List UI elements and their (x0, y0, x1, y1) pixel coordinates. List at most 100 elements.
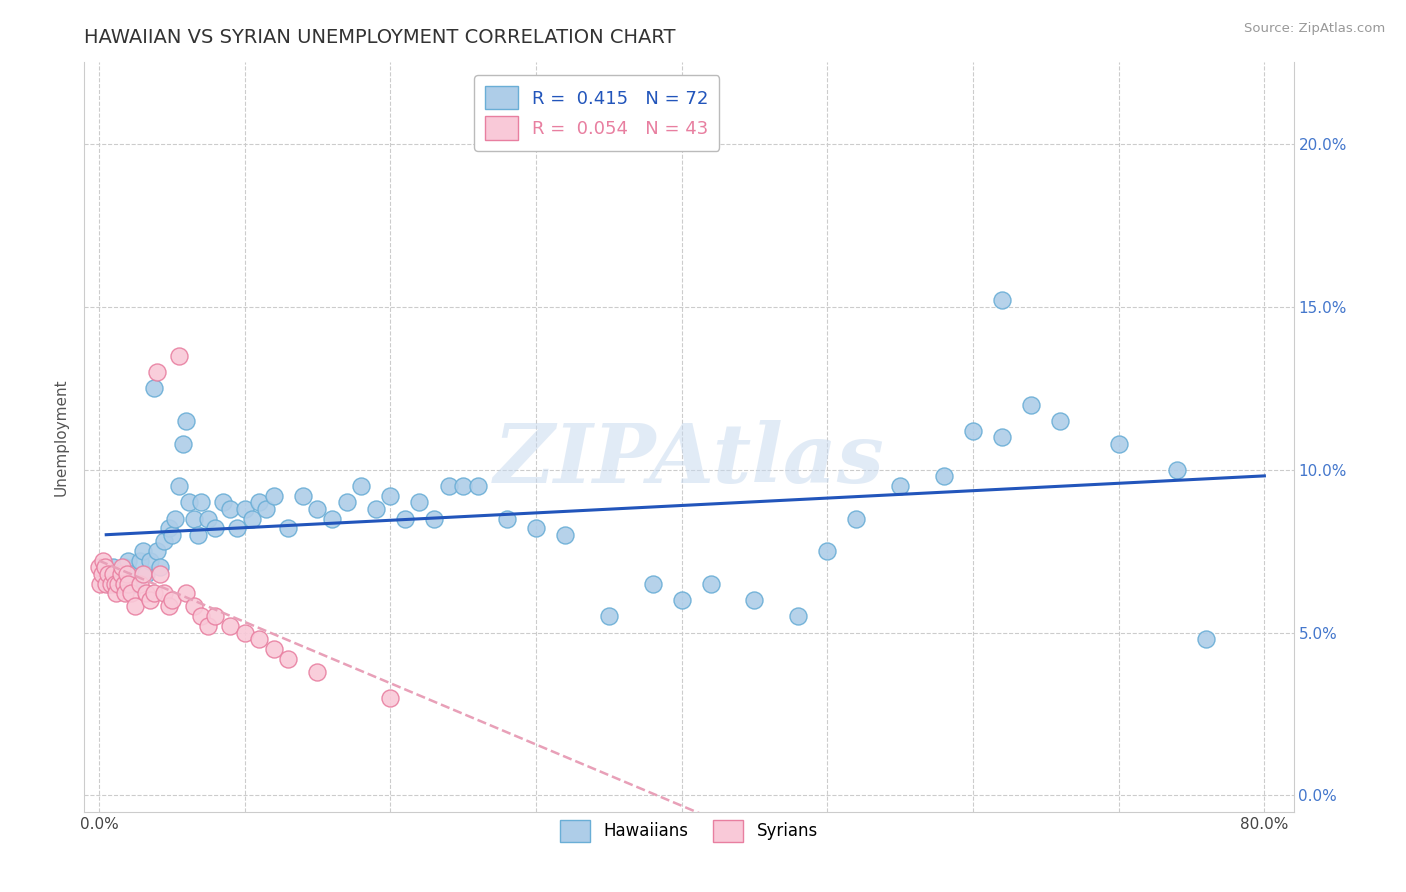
Point (380, 690, 402, 705)
Point (263, 489, 285, 503)
Point (408, 495, 430, 509)
Point (962, 424, 984, 438)
Point (1195, 632, 1218, 646)
Text: Source: ZipAtlas.com: Source: ZipAtlas.com (1244, 22, 1385, 36)
Point (157, 521, 180, 535)
Point (336, 495, 359, 509)
Point (176, 586, 198, 600)
Point (233, 625, 256, 640)
Point (120, 586, 142, 600)
Point (163, 511, 186, 525)
Point (256, 501, 278, 516)
Point (524, 521, 547, 535)
Point (321, 511, 343, 525)
Point (247, 495, 270, 509)
Point (394, 511, 416, 525)
Point (700, 576, 723, 591)
Point (139, 593, 162, 607)
Point (187, 528, 209, 542)
Point (179, 495, 201, 509)
Point (110, 566, 132, 581)
Point (117, 576, 139, 591)
Legend: Hawaiians, Syrians: Hawaiians, Syrians (554, 814, 824, 848)
Point (991, 430, 1014, 444)
Point (120, 566, 142, 581)
Point (211, 495, 233, 509)
Point (153, 534, 176, 549)
Point (190, 495, 212, 509)
Point (350, 479, 373, 493)
Point (114, 560, 136, 574)
Point (160, 593, 183, 607)
Point (204, 609, 226, 624)
Point (111, 560, 134, 574)
Point (598, 609, 620, 624)
Point (277, 651, 299, 665)
Point (307, 665, 329, 679)
Point (467, 479, 489, 493)
Point (149, 566, 172, 581)
Point (103, 566, 125, 581)
Point (89, 576, 111, 591)
Point (91, 554, 114, 568)
Point (131, 566, 153, 581)
Point (97, 566, 120, 581)
Point (889, 479, 911, 493)
Point (219, 619, 242, 633)
Point (153, 586, 176, 600)
Point (263, 641, 285, 656)
Point (219, 501, 242, 516)
Point (160, 528, 183, 542)
Y-axis label: Unemployment: Unemployment (53, 378, 69, 496)
Point (94, 560, 117, 574)
Point (226, 521, 249, 535)
Point (135, 586, 157, 600)
Point (932, 469, 955, 483)
Point (143, 586, 166, 600)
Point (115, 566, 138, 581)
Point (1166, 463, 1188, 477)
Point (96, 576, 118, 591)
Point (139, 554, 162, 568)
Point (105, 576, 128, 591)
Point (277, 521, 299, 535)
Point (104, 576, 127, 591)
Point (157, 599, 180, 614)
Point (107, 576, 129, 591)
Point (149, 560, 172, 574)
Point (100, 576, 122, 591)
Point (1019, 397, 1042, 411)
Point (128, 576, 150, 591)
Point (143, 381, 166, 395)
Point (167, 349, 190, 363)
Point (128, 554, 150, 568)
Point (124, 576, 146, 591)
Point (641, 576, 664, 591)
Point (233, 501, 256, 516)
Point (131, 544, 153, 558)
Point (172, 436, 194, 450)
Point (1108, 436, 1130, 450)
Point (247, 632, 270, 646)
Point (554, 528, 576, 542)
Point (991, 293, 1014, 308)
Point (105, 586, 128, 600)
Point (117, 554, 139, 568)
Point (90, 566, 112, 581)
Point (135, 566, 157, 581)
Point (114, 586, 136, 600)
Point (124, 599, 146, 614)
Text: ZIPAtlas: ZIPAtlas (494, 419, 884, 500)
Point (291, 489, 314, 503)
Point (787, 609, 810, 624)
Point (437, 479, 460, 493)
Point (190, 609, 212, 624)
Point (87, 560, 110, 574)
Point (1049, 414, 1071, 428)
Point (103, 560, 125, 574)
Point (146, 544, 169, 558)
Point (98, 576, 121, 591)
Point (183, 599, 205, 614)
Point (671, 593, 693, 607)
Point (176, 414, 198, 428)
